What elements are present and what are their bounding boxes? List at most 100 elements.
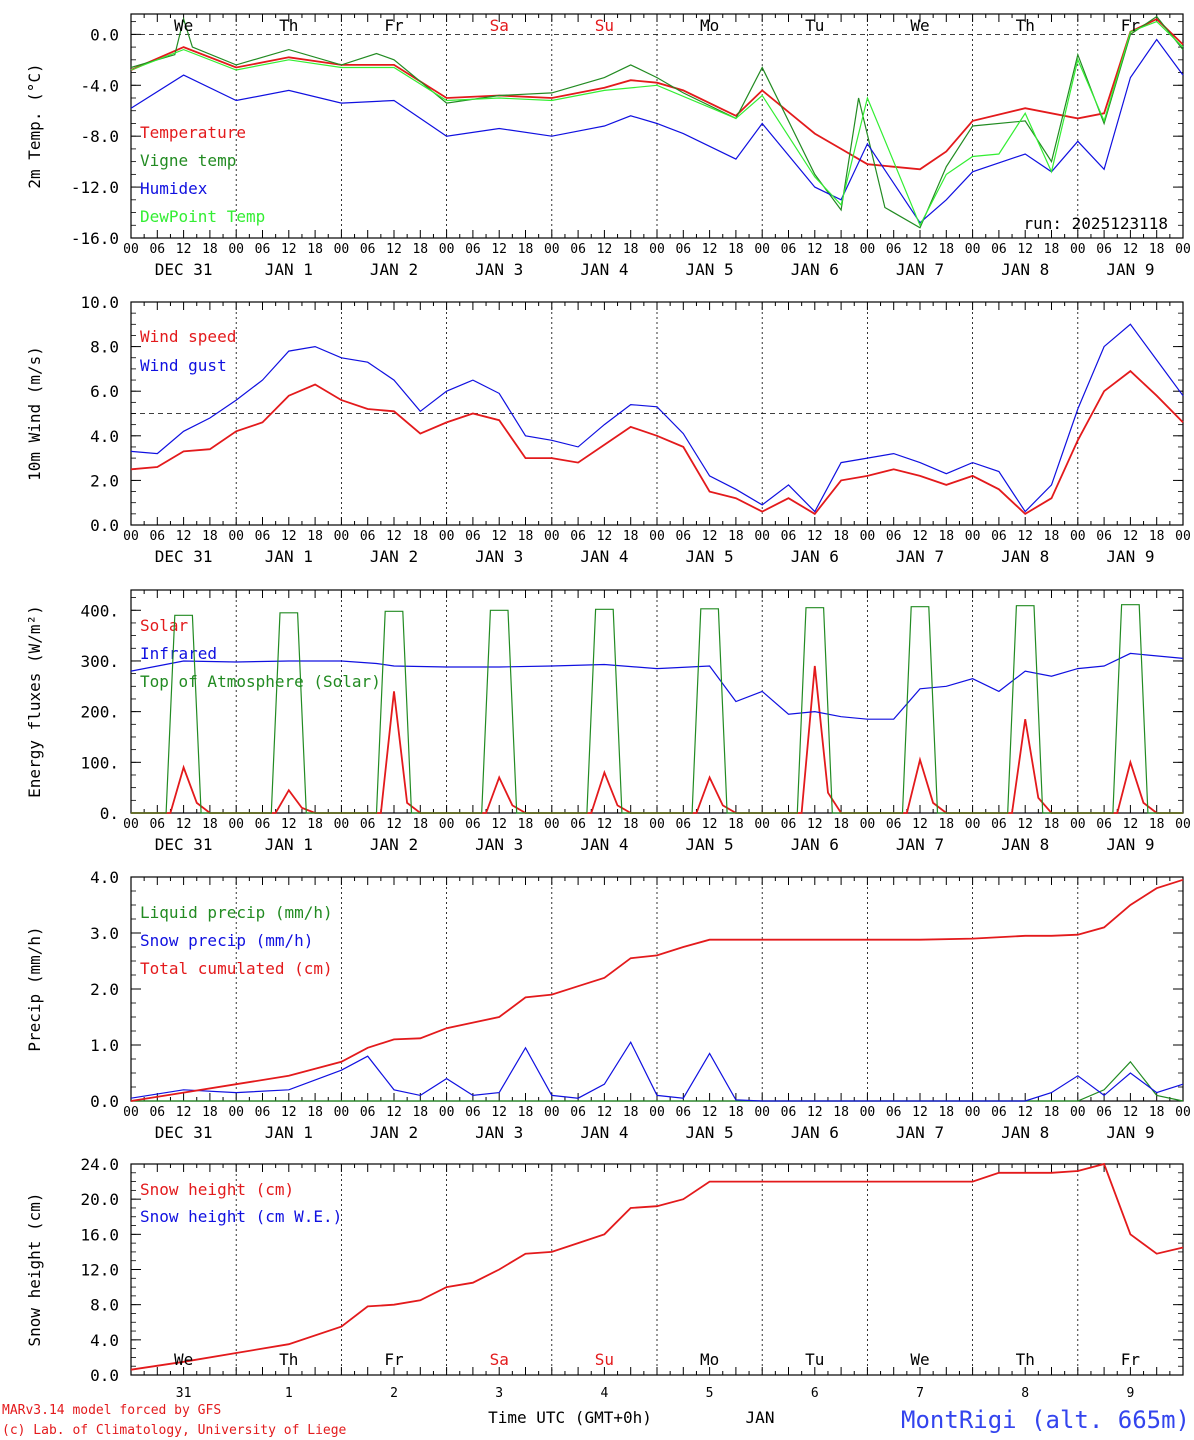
day-number-label: 2 bbox=[390, 1386, 398, 1401]
hour-tick-label: 00 bbox=[1070, 529, 1086, 544]
hour-tick-label: 18 bbox=[518, 242, 534, 257]
hour-tick-label: 06 bbox=[570, 529, 586, 544]
weekday-label: Fr bbox=[384, 1350, 404, 1369]
hour-tick-label: 06 bbox=[570, 1105, 586, 1120]
y-axis-label: Snow height (cm) bbox=[25, 1192, 44, 1346]
date-label: JAN 8 bbox=[1001, 1123, 1049, 1142]
weekday-label: Fr bbox=[1121, 1350, 1141, 1369]
hour-tick-label: 00 bbox=[544, 529, 560, 544]
hour-tick-label: 18 bbox=[1149, 529, 1165, 544]
hour-tick-label: 00 bbox=[123, 529, 139, 544]
hour-tick-label: 00 bbox=[860, 817, 876, 832]
hour-tick-label: 12 bbox=[597, 817, 613, 832]
hour-tick-label: 06 bbox=[570, 817, 586, 832]
hour-tick-label: 18 bbox=[938, 242, 954, 257]
legend-entry: Temperature bbox=[140, 123, 246, 142]
hour-tick-label: 00 bbox=[334, 529, 350, 544]
hour-tick-label: 06 bbox=[991, 529, 1007, 544]
hour-tick-label: 18 bbox=[307, 1105, 323, 1120]
hour-tick-label: 06 bbox=[991, 1105, 1007, 1120]
date-label: JAN 1 bbox=[265, 260, 313, 279]
hour-tick-label: 12 bbox=[491, 817, 507, 832]
hour-tick-label: 18 bbox=[412, 1105, 428, 1120]
date-label: JAN 8 bbox=[1001, 835, 1049, 854]
legend-entry: Wind gust bbox=[140, 356, 227, 375]
y-tick-label: 16.0 bbox=[80, 1225, 119, 1244]
weekday-label: We bbox=[174, 16, 193, 35]
y-axis-label: Precip (mm/h) bbox=[25, 926, 44, 1051]
date-label: JAN 3 bbox=[475, 547, 523, 566]
y-tick-label: 0. bbox=[100, 804, 119, 823]
hour-tick-label: 18 bbox=[938, 817, 954, 832]
hour-tick-label: 00 bbox=[860, 529, 876, 544]
day-number-label: 4 bbox=[600, 1386, 608, 1401]
date-label: JAN 9 bbox=[1106, 547, 1154, 566]
date-label: JAN 8 bbox=[1001, 260, 1049, 279]
hour-tick-label: 18 bbox=[518, 817, 534, 832]
legend-entry: Humidex bbox=[140, 179, 208, 198]
weekday-label: Th bbox=[1016, 1350, 1035, 1369]
y-tick-label: 300. bbox=[80, 652, 119, 671]
hour-tick-label: 18 bbox=[307, 529, 323, 544]
y-tick-label: -8.0 bbox=[80, 127, 119, 146]
y-axis-label: 2m Temp. (°C) bbox=[25, 63, 44, 188]
series-line-blue bbox=[130, 1040, 1184, 1102]
weekday-label: We bbox=[174, 1350, 193, 1369]
hour-tick-label: 12 bbox=[491, 1105, 507, 1120]
hour-tick-label: 12 bbox=[597, 529, 613, 544]
series-line-blue bbox=[130, 323, 1184, 513]
month-label: JAN bbox=[746, 1408, 775, 1427]
hour-tick-label: 12 bbox=[176, 1105, 192, 1120]
date-label: JAN 5 bbox=[686, 260, 734, 279]
time-axis-label: Time UTC (GMT+0h) bbox=[488, 1408, 652, 1427]
hour-tick-label: 06 bbox=[781, 242, 797, 257]
hour-tick-label: 18 bbox=[412, 242, 428, 257]
date-label: JAN 2 bbox=[370, 835, 418, 854]
date-label: JAN 7 bbox=[896, 1123, 944, 1142]
date-label: JAN 2 bbox=[370, 1123, 418, 1142]
hour-tick-label: 12 bbox=[702, 242, 718, 257]
hour-tick-label: 06 bbox=[991, 242, 1007, 257]
hour-tick-label: 00 bbox=[649, 817, 665, 832]
date-label: DEC 31 bbox=[155, 547, 213, 566]
legend-entry: Vigne temp bbox=[140, 151, 236, 170]
y-axis-label: 10m Wind (m/s) bbox=[25, 346, 44, 481]
hour-tick-label: 06 bbox=[149, 242, 165, 257]
hour-tick-label: 00 bbox=[754, 529, 770, 544]
hour-tick-label: 18 bbox=[728, 817, 744, 832]
hour-tick-label: 18 bbox=[1149, 1105, 1165, 1120]
date-label: JAN 3 bbox=[475, 1123, 523, 1142]
hour-tick-label: 00 bbox=[1070, 817, 1086, 832]
hour-tick-label: 18 bbox=[938, 1105, 954, 1120]
hour-tick-label: 00 bbox=[1070, 242, 1086, 257]
y-tick-label: -16.0 bbox=[71, 229, 119, 248]
hour-tick-label: 00 bbox=[334, 242, 350, 257]
hour-tick-label: 00 bbox=[754, 817, 770, 832]
y-tick-label: 0.0 bbox=[90, 25, 119, 44]
legend-entry: Snow height (cm) bbox=[140, 1180, 294, 1199]
hour-tick-label: 12 bbox=[386, 817, 402, 832]
series-line-red bbox=[130, 878, 1184, 1102]
hour-tick-label: 00 bbox=[965, 242, 981, 257]
hour-tick-label: 00 bbox=[228, 242, 244, 257]
hour-tick-label: 12 bbox=[386, 529, 402, 544]
hour-tick-label: 06 bbox=[675, 529, 691, 544]
hour-tick-label: 06 bbox=[1096, 817, 1112, 832]
y-tick-label: 8.0 bbox=[90, 1296, 119, 1315]
series-line-green bbox=[130, 15, 1184, 229]
hour-tick-label: 06 bbox=[1096, 529, 1112, 544]
credit-line-2: (c) Lab. of Climatology, University of L… bbox=[2, 1423, 347, 1438]
hour-tick-label: 00 bbox=[544, 817, 560, 832]
hour-tick-label: 06 bbox=[570, 242, 586, 257]
hour-tick-label: 18 bbox=[518, 529, 534, 544]
hour-tick-label: 06 bbox=[886, 242, 902, 257]
series-line-blue bbox=[130, 652, 1184, 720]
hour-tick-label: 12 bbox=[1123, 817, 1139, 832]
series-line-red bbox=[130, 369, 1184, 516]
legend-entry: DewPoint Temp bbox=[140, 207, 265, 226]
date-label: JAN 2 bbox=[370, 547, 418, 566]
y-tick-label: 24.0 bbox=[80, 1155, 119, 1174]
hour-tick-label: 00 bbox=[123, 1105, 139, 1120]
hour-tick-label: 00 bbox=[334, 817, 350, 832]
